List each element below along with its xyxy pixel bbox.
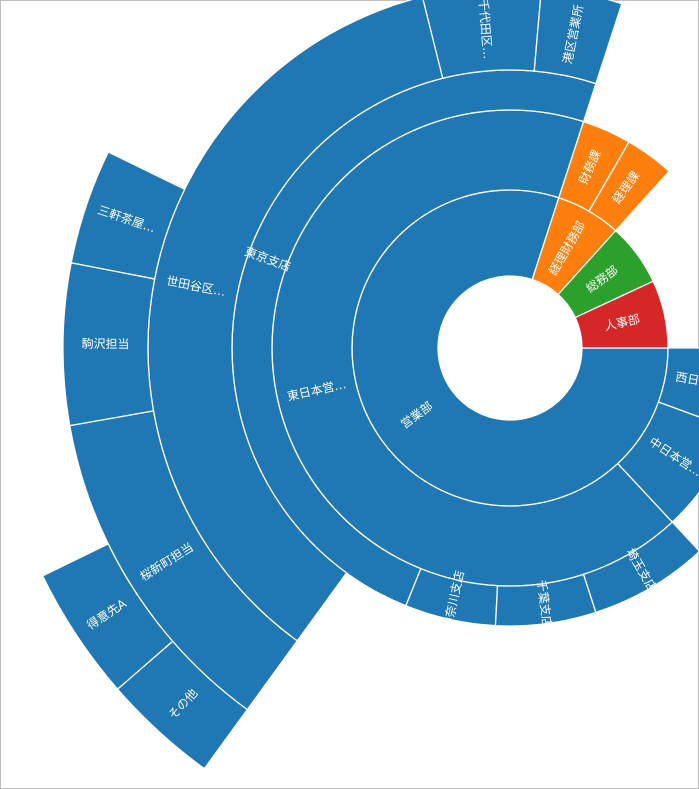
segment-n16[interactable] — [533, 0, 623, 85]
sunburst-segments — [41, 0, 699, 770]
segment-n7[interactable] — [657, 347, 699, 429]
segment-n19[interactable] — [70, 151, 186, 280]
segment-n6[interactable] — [616, 401, 699, 523]
segment-label-n15: 千代田区… — [476, 0, 495, 59]
segment-n9[interactable] — [588, 140, 671, 232]
segment-n21[interactable] — [41, 543, 174, 691]
segment-n12[interactable] — [494, 573, 597, 627]
center-hole — [438, 276, 582, 420]
segment-label-n12: 千葉支店 — [534, 579, 554, 628]
segment-n13[interactable] — [582, 521, 699, 614]
segment-label-n18: 駒沢担当 — [81, 337, 129, 351]
segment-n11[interactable] — [405, 567, 499, 627]
